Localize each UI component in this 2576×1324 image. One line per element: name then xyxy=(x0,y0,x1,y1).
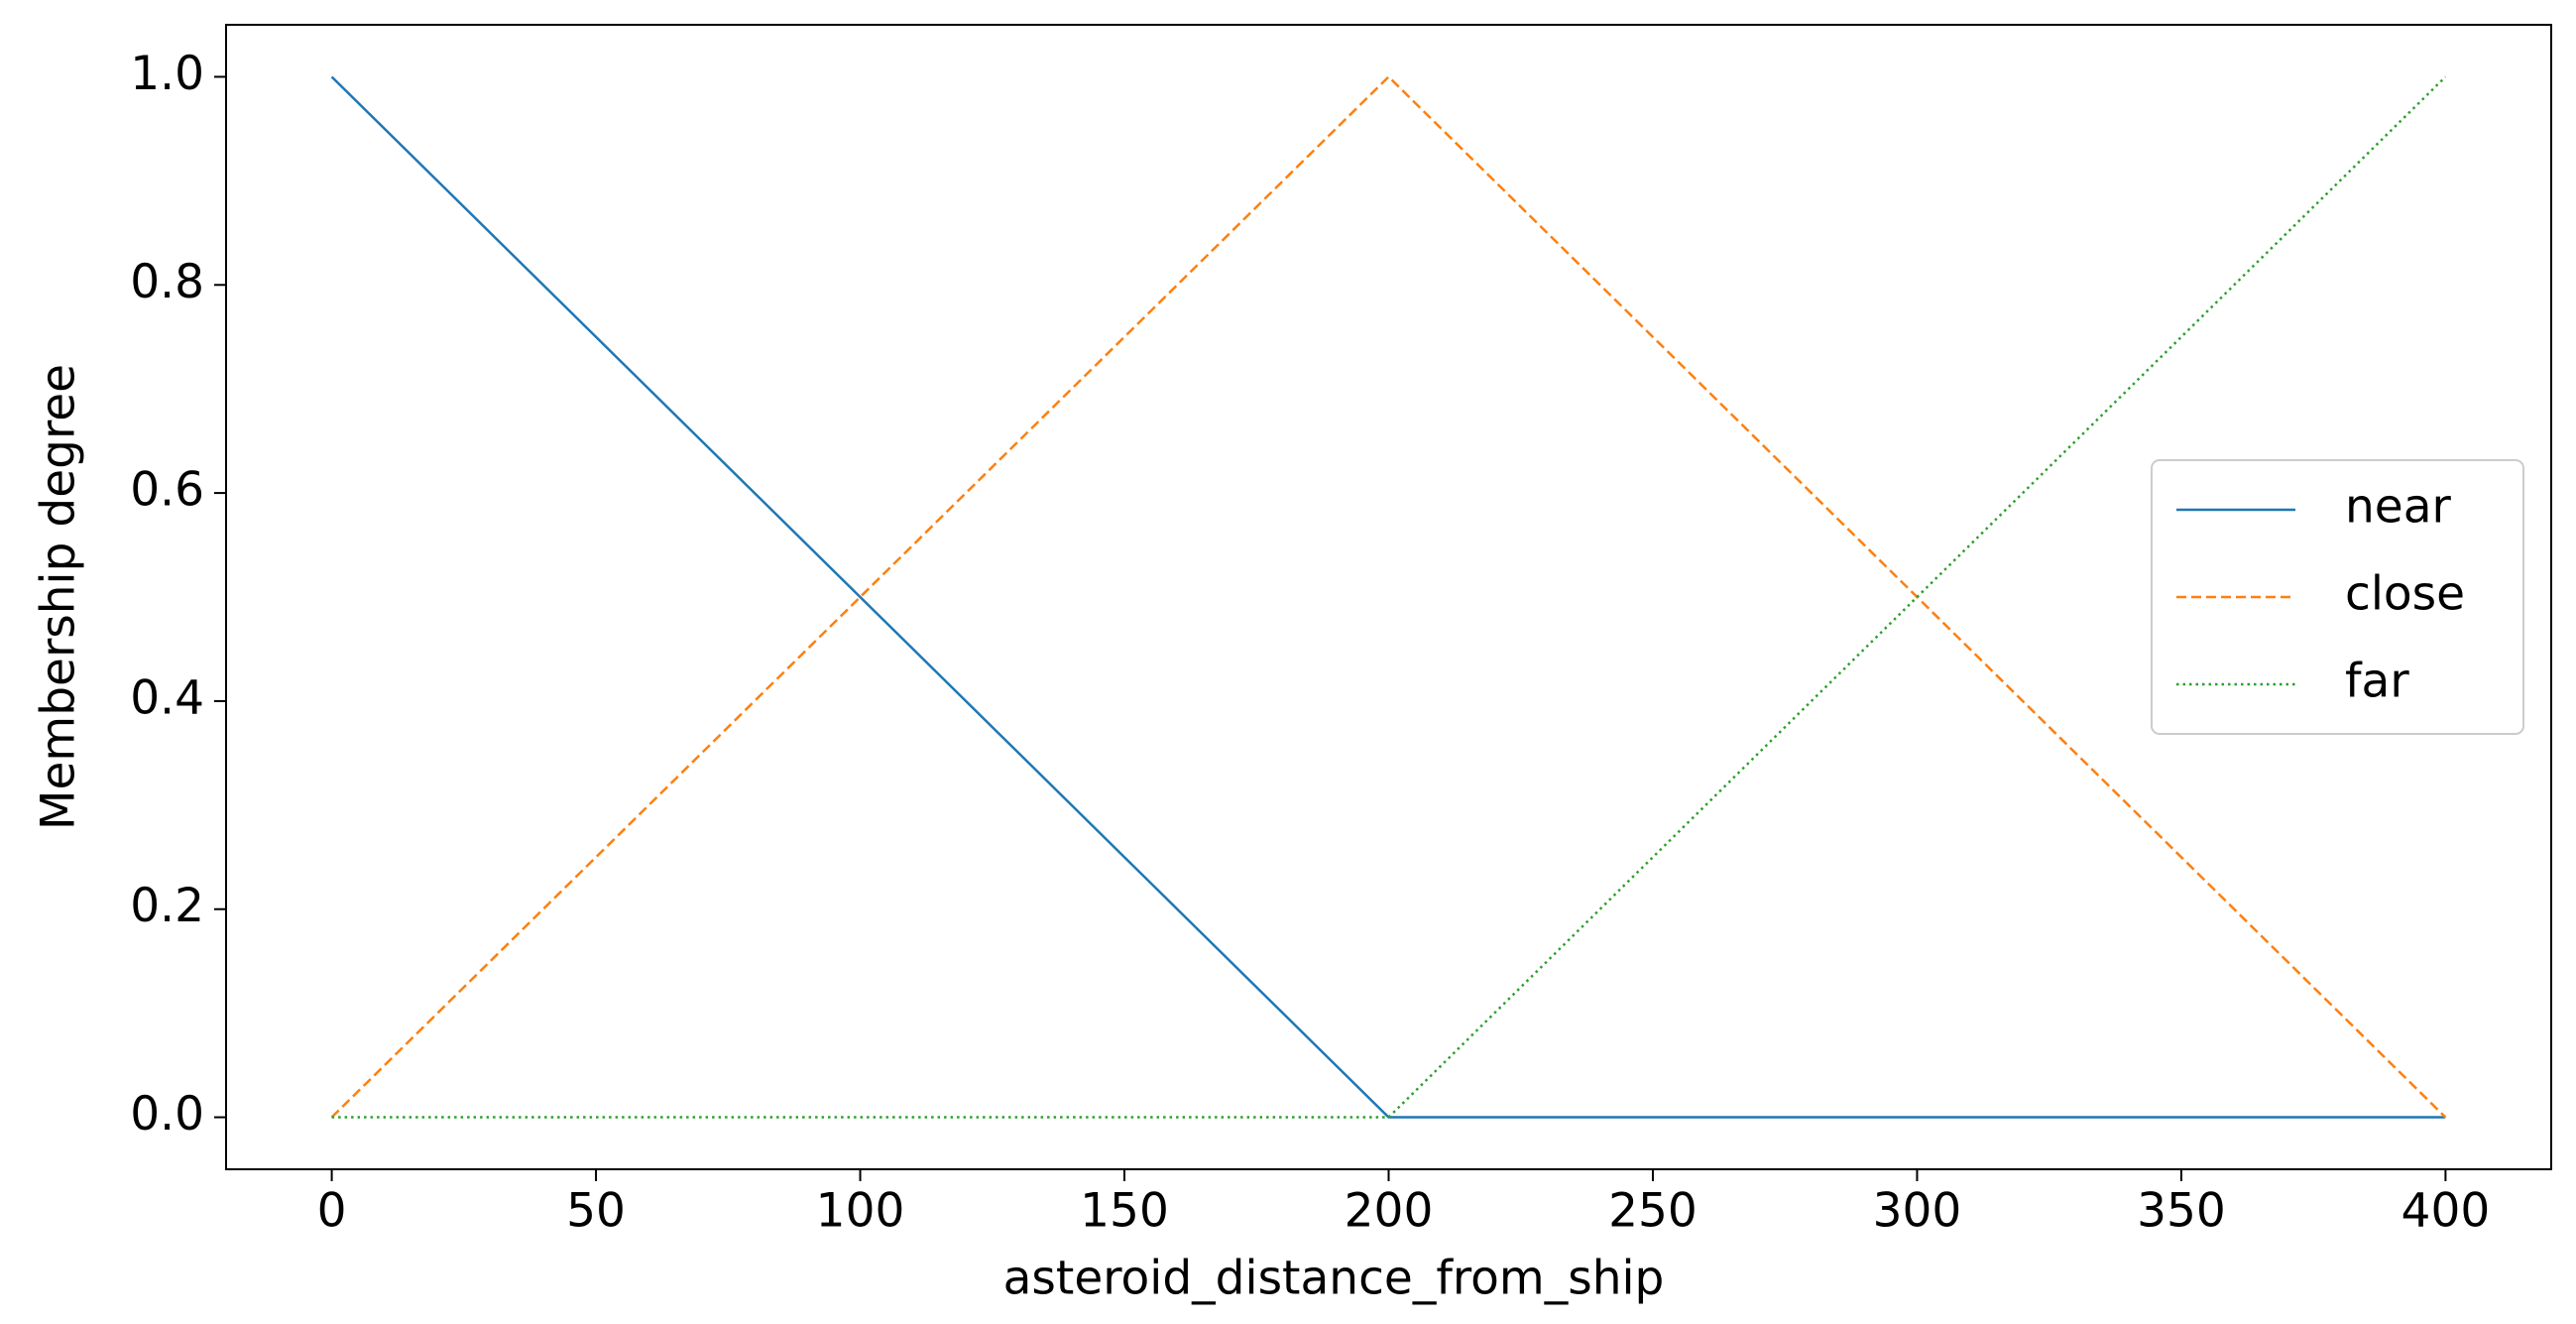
legend-label: close xyxy=(2345,567,2465,622)
series-line xyxy=(331,75,2447,1119)
x-tick-label: 300 xyxy=(1873,1184,1962,1239)
legend-label: near xyxy=(2345,480,2452,535)
x-tick-label: 400 xyxy=(2401,1184,2491,1239)
y-tick-label: 0.2 xyxy=(130,879,204,933)
y-axis-label: Membership degree xyxy=(32,364,86,830)
x-tick-label: 200 xyxy=(1345,1184,1434,1239)
x-tick-label: 100 xyxy=(816,1184,905,1239)
x-tick-label: 0 xyxy=(317,1184,347,1239)
series-line xyxy=(330,75,2446,1119)
x-axis-label: asteroid_distance_from_ship xyxy=(1003,1252,1665,1306)
y-tick-label: 0.6 xyxy=(130,463,204,518)
y-tick-label: 0.0 xyxy=(130,1087,204,1142)
x-tick-label: 350 xyxy=(2137,1184,2226,1239)
series-line xyxy=(330,74,2447,1119)
legend-box xyxy=(2151,459,2524,735)
legend-label: far xyxy=(2345,655,2409,709)
x-tick-label: 150 xyxy=(1080,1184,1169,1239)
x-tick-label: 250 xyxy=(1608,1184,1698,1239)
y-tick-label: 0.8 xyxy=(130,255,204,309)
y-tick-label: 1.0 xyxy=(130,47,204,101)
x-tick-label: 50 xyxy=(566,1184,626,1239)
y-tick-label: 0.4 xyxy=(130,670,204,725)
